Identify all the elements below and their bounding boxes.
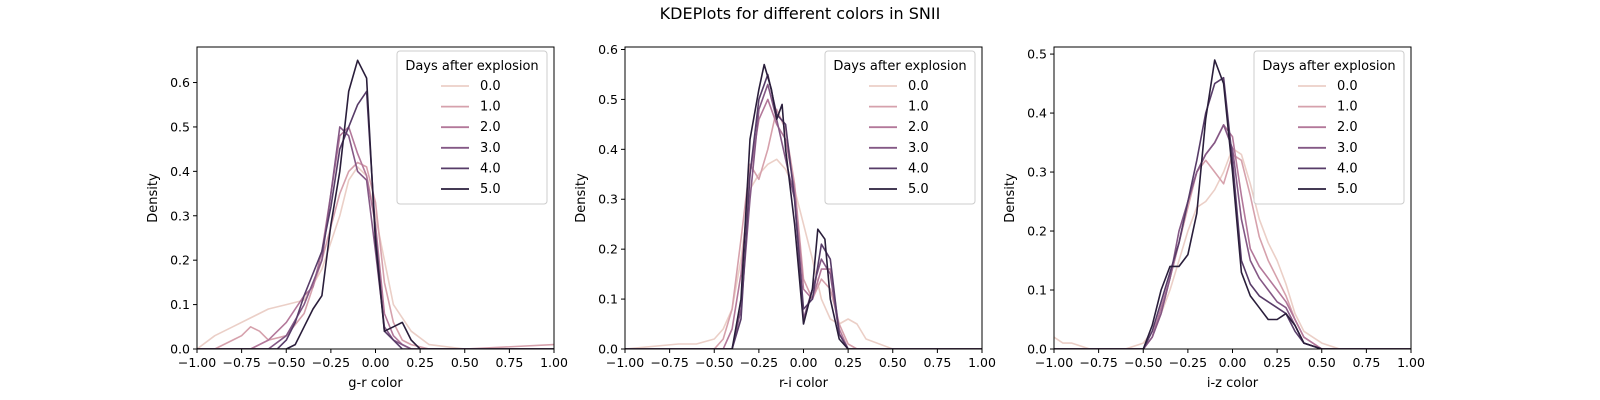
series-line-0.0 <box>625 158 982 349</box>
y-tick-label: 0.5 <box>1027 47 1047 62</box>
x-tick-label: 0.75 <box>923 355 951 370</box>
y-tick-label: 0.2 <box>598 242 618 257</box>
x-tick-label: −1.00 <box>606 355 644 370</box>
y-tick-label: 0.4 <box>1027 106 1047 121</box>
legend-box <box>396 50 548 205</box>
x-tick-label: −0.75 <box>222 355 260 370</box>
legend-entry-label: 4.0 <box>480 161 501 176</box>
legend-entry-label: 3.0 <box>908 141 929 156</box>
y-tick-label: 0.1 <box>170 297 190 312</box>
series-line-4.0 <box>1054 76 1411 349</box>
x-tick-label: −0.50 <box>267 355 305 370</box>
legend-entry-label: 1.0 <box>480 100 501 115</box>
series-group <box>197 59 554 349</box>
legend-entry-label: 0.0 <box>480 79 501 94</box>
x-tick-label: −0.50 <box>695 355 733 370</box>
legend-entry-label: 5.0 <box>480 182 501 197</box>
x-tick-label: 0.25 <box>406 355 434 370</box>
x-tick-label: −1.00 <box>1035 355 1073 370</box>
legend-entry-label: 2.0 <box>1337 120 1358 135</box>
chart-panel-2: −1.00 −0.75 −0.50 −0.25 0.00 0.25 0.50 0.75 1.00… <box>574 42 996 391</box>
x-tick-label: −0.25 <box>1169 355 1207 370</box>
legend: Days after explosion 0.0 1.0 2.0 3.0 4.0 5.0 <box>1253 50 1405 205</box>
legend-entry-label: 4.0 <box>908 161 929 176</box>
series-group <box>1054 59 1411 349</box>
legend-entry-label: 1.0 <box>908 100 929 115</box>
x-tick-label: 0.50 <box>879 355 907 370</box>
series-line-3.0 <box>1054 124 1411 349</box>
y-tick-label: 0.5 <box>598 92 618 107</box>
y-tick-label: 0.2 <box>170 253 190 268</box>
x-tick-label: 1.00 <box>540 355 568 370</box>
legend-entry-label: 5.0 <box>1337 182 1358 197</box>
legend-box <box>1253 50 1405 205</box>
series-line-0.0 <box>1054 147 1411 349</box>
y-tick-label: 0.5 <box>170 119 190 134</box>
x-tick-label: 1.00 <box>968 355 996 370</box>
y-tick-label: 0.3 <box>170 208 190 223</box>
x-tick-label: 0.50 <box>1308 355 1336 370</box>
y-tick-label: 0.0 <box>1027 342 1047 357</box>
legend-title: Days after explosion <box>1262 59 1395 74</box>
x-tick-label: 1.00 <box>1397 355 1425 370</box>
y-tick-label: 0.0 <box>598 342 618 357</box>
legend-entry-label: 2.0 <box>908 120 929 135</box>
legend-entry-label: 5.0 <box>908 182 929 197</box>
series-group <box>625 63 982 349</box>
x-tick-label: 0.00 <box>1219 355 1247 370</box>
y-axis-label: Density <box>1003 173 1018 223</box>
x-tick-label: −1.00 <box>178 355 216 370</box>
legend-entry-label: 4.0 <box>1337 161 1358 176</box>
series-line-5.0 <box>1054 59 1411 349</box>
x-tick-label: 0.50 <box>451 355 479 370</box>
y-tick-label: 0.3 <box>1027 165 1047 180</box>
figure-title: KDEPlots for different colors in SNII <box>659 4 941 23</box>
y-tick-label: 0.3 <box>598 192 618 207</box>
x-tick-label: 0.25 <box>1263 355 1291 370</box>
y-tick-label: 0.4 <box>170 164 190 179</box>
y-tick-label: 0.2 <box>1027 224 1047 239</box>
x-tick-label: −0.75 <box>1079 355 1117 370</box>
x-tick-label: −0.25 <box>312 355 350 370</box>
y-tick-label: 0.0 <box>170 342 190 357</box>
series-line-4.0 <box>625 73 982 349</box>
legend-title: Days after explosion <box>833 59 966 74</box>
y-axis-label: Density <box>146 173 161 223</box>
x-tick-label: 0.75 <box>495 355 523 370</box>
x-axis-label: i-z color <box>1207 376 1259 391</box>
x-tick-label: −0.75 <box>650 355 688 370</box>
legend-entry-label: 3.0 <box>1337 141 1358 156</box>
x-tick-label: 0.00 <box>790 355 818 370</box>
legend-entry-label: 0.0 <box>908 79 929 94</box>
y-axis-label: Density <box>574 173 589 223</box>
y-tick-label: 0.4 <box>598 142 618 157</box>
x-tick-label: −0.25 <box>740 355 778 370</box>
legend: Days after explosion 0.0 1.0 2.0 3.0 4.0 5.0 <box>396 50 548 205</box>
x-tick-label: −0.50 <box>1124 355 1162 370</box>
series-line-0.0 <box>197 166 554 349</box>
x-tick-label: 0.75 <box>1352 355 1380 370</box>
legend-entry-label: 0.0 <box>1337 79 1358 94</box>
y-tick-label: 0.1 <box>1027 283 1047 298</box>
legend: Days after explosion 0.0 1.0 2.0 3.0 4.0 5.0 <box>824 50 976 205</box>
series-line-5.0 <box>197 59 554 349</box>
y-tick-label: 0.6 <box>170 75 190 90</box>
y-tick-label: 0.1 <box>598 292 618 307</box>
legend-entry-label: 3.0 <box>480 141 501 156</box>
legend-entry-label: 1.0 <box>1337 100 1358 115</box>
x-axis-label: r-i color <box>779 376 829 391</box>
chart-panel-3: −1.00 −0.75 −0.50 −0.25 0.00 0.25 0.50 0.75 1.00… <box>1003 46 1425 391</box>
y-tick-label: 0.6 <box>598 42 618 57</box>
series-line-1.0 <box>197 161 554 349</box>
series-line-4.0 <box>197 90 554 349</box>
x-tick-label: 0.00 <box>362 355 390 370</box>
legend-entry-label: 2.0 <box>480 120 501 135</box>
legend-title: Days after explosion <box>405 59 538 74</box>
chart-panel-1: −1.00 −0.75 −0.50 −0.25 0.00 0.25 0.50 0.75 1.00… <box>146 46 568 391</box>
x-axis-label: g-r color <box>348 376 403 391</box>
legend-box <box>824 50 976 205</box>
x-tick-label: 0.25 <box>834 355 862 370</box>
series-line-5.0 <box>625 63 982 349</box>
